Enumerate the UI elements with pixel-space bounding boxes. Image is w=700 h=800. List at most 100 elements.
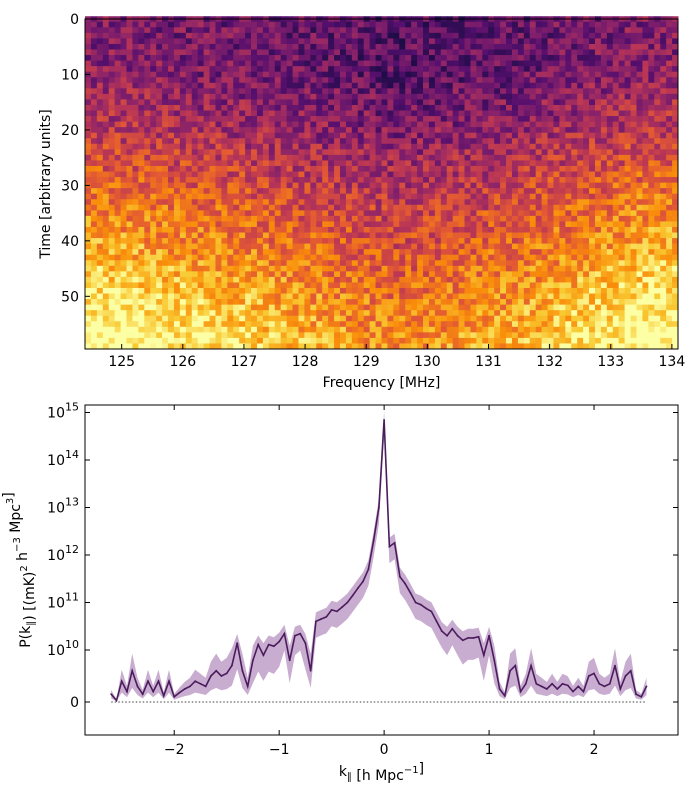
heatmap-cell: [381, 243, 388, 250]
heatmap-cell: [594, 160, 602, 167]
heatmap-cell: [108, 149, 116, 156]
heatmap-cell: [375, 32, 382, 39]
heatmap-cell: [316, 60, 323, 67]
heatmap-cell: [280, 265, 288, 272]
heatmap-cell: [559, 160, 566, 167]
heatmap-cell: [446, 38, 454, 45]
heatmap-cell: [618, 93, 626, 100]
heatmap-cell: [470, 154, 477, 161]
heatmap-cell: [411, 193, 418, 200]
heatmap-cell: [612, 243, 620, 250]
heatmap-cell: [221, 132, 228, 139]
heatmap-cell: [233, 38, 240, 45]
heatmap-cell: [126, 121, 133, 128]
heatmap-cell: [292, 149, 299, 156]
heatmap-cell: [589, 182, 596, 189]
heatmap-cell: [506, 287, 513, 295]
heatmap-cell: [529, 38, 537, 45]
heatmap-cell: [452, 243, 460, 250]
heatmap-cell: [642, 138, 649, 145]
heatmap-cell: [209, 221, 216, 228]
heatmap-cell: [606, 199, 614, 206]
heatmap-cell: [547, 160, 554, 167]
heatmap-cell: [612, 32, 620, 39]
heatmap-cell: [251, 116, 258, 123]
heatmap-cell: [387, 121, 394, 128]
heatmap-cell: [606, 210, 614, 217]
heatmap-cell: [322, 116, 329, 123]
heatmap-cell: [334, 93, 341, 100]
heatmap-cell: [262, 177, 270, 184]
heatmap-cell: [197, 215, 205, 222]
heatmap-cell: [239, 55, 246, 62]
heatmap-cell: [393, 149, 400, 156]
heatmap-cell: [203, 226, 211, 234]
heatmap-cell: [185, 243, 193, 250]
heatmap-cell: [434, 160, 442, 167]
heatmap-cell: [511, 71, 519, 78]
heatmap-cell: [594, 116, 602, 123]
heatmap-cell: [197, 77, 205, 84]
heatmap-cell: [440, 43, 448, 51]
heatmap-cell: [476, 138, 483, 145]
heatmap-cell: [547, 27, 554, 34]
heatmap-cell: [494, 215, 501, 222]
heatmap-cell: [648, 215, 655, 222]
heatmap-cell: [280, 221, 288, 228]
heatmap-cell: [464, 99, 471, 106]
heatmap-cell: [322, 265, 329, 272]
heatmap-cell: [500, 121, 507, 128]
heatmap-cell: [423, 43, 430, 51]
heatmap-cell: [636, 32, 643, 39]
heatmap-cell: [108, 143, 116, 150]
heatmap-cell: [90, 165, 98, 173]
heatmap-cell: [85, 226, 92, 234]
heatmap-cell: [672, 171, 679, 178]
heatmap-cell: [138, 55, 145, 62]
heatmap-cell: [245, 132, 252, 139]
heatmap-cell: [470, 282, 477, 289]
heatmap-cell: [642, 260, 649, 267]
heatmap-cell: [541, 60, 549, 67]
heatmap-cell: [102, 77, 110, 84]
heatmap-cell: [393, 199, 400, 206]
heatmap-cell: [90, 199, 98, 206]
heatmap-cell: [90, 182, 98, 189]
heatmap-cell: [203, 49, 211, 56]
heatmap-cell: [612, 121, 620, 128]
heatmap-cell: [221, 143, 228, 150]
heatmap-cell: [624, 82, 632, 89]
heatmap-cell: [470, 55, 477, 62]
heatmap-cell: [618, 232, 626, 239]
heatmap-cell: [648, 132, 655, 139]
heatmap-cell: [648, 204, 655, 211]
heatmap-cell: [583, 71, 590, 78]
heatmap-cell: [339, 21, 347, 28]
heatmap-cell: [612, 287, 620, 295]
heatmap-cell: [535, 121, 543, 128]
heatmap-cell: [334, 204, 341, 211]
heatmap-cell: [411, 177, 418, 184]
heatmap-cell: [345, 204, 353, 211]
heatmap-cell: [417, 88, 424, 95]
heatmap-cell: [559, 182, 566, 189]
heatmap-cell: [553, 232, 560, 239]
heatmap-cell: [96, 143, 104, 150]
heatmap-cell: [636, 182, 643, 189]
heatmap-cell: [506, 265, 513, 272]
heatmap-cell: [363, 77, 371, 84]
heatmap-cell: [630, 238, 637, 245]
heatmap-cell: [488, 271, 495, 278]
heatmap-cell: [375, 121, 382, 128]
heatmap-cell: [239, 249, 246, 256]
heatmap-cell: [446, 132, 454, 139]
heatmap-cell: [500, 49, 507, 56]
heatmap-cell: [339, 287, 347, 295]
heatmap-cell: [583, 215, 590, 222]
heatmap-cell: [642, 271, 649, 278]
heatmap-cells: [85, 16, 679, 350]
heatmap-cell: [334, 188, 341, 195]
heatmap-cell: [494, 260, 501, 267]
heatmap-cell: [612, 260, 620, 267]
heatmap-cell: [612, 93, 620, 100]
